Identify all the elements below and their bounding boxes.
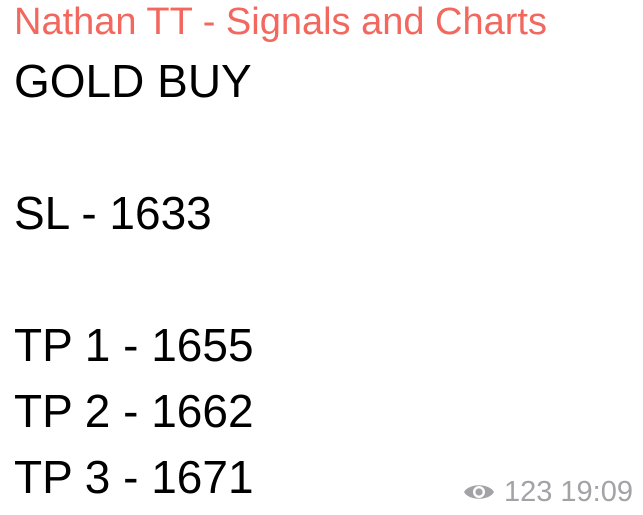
view-count: 123 [504,475,553,508]
sender-name[interactable]: Nathan TT - Signals and Charts [14,1,547,43]
message-line: TP 1 - 1655 [14,319,254,371]
message-line: SL - 1633 [14,187,212,239]
message-line: GOLD BUY [14,55,252,107]
eye-icon [462,480,496,504]
message-time: 19:09 [560,475,633,508]
message-line: TP 2 - 1662 [14,385,254,437]
message-meta: 123 19:09 [462,474,633,510]
message-line: TP 3 - 1671 [14,451,254,503]
